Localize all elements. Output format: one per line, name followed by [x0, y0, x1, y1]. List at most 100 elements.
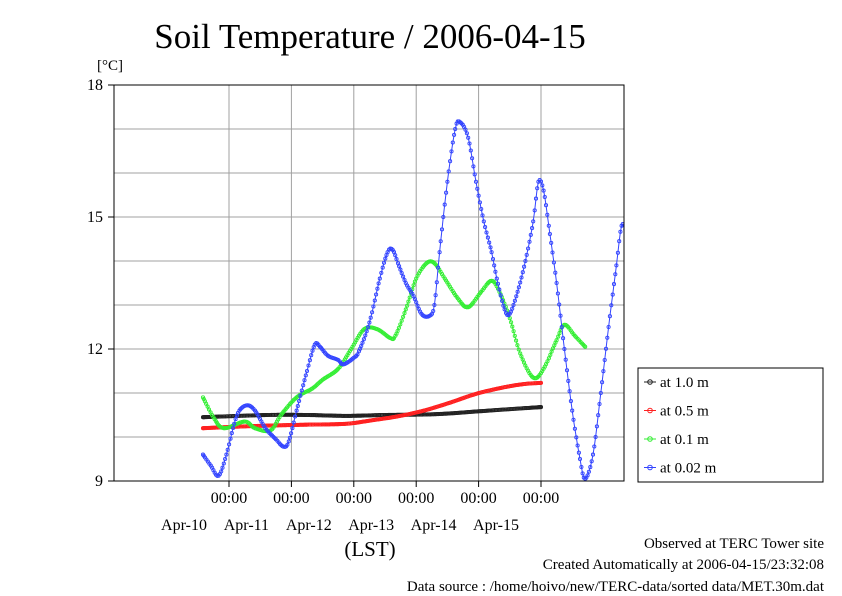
data-point [282, 423, 287, 428]
data-point [448, 159, 453, 164]
data-point [533, 196, 539, 201]
data-point [219, 469, 224, 474]
data-point [479, 206, 484, 212]
data-point [603, 346, 609, 351]
data-point [476, 193, 481, 198]
data-point [632, 261, 635, 264]
data-point [231, 425, 236, 431]
data-point [343, 413, 349, 418]
data-point [646, 356, 649, 359]
data-point [523, 258, 528, 264]
data-point [497, 287, 502, 292]
data-point [545, 212, 550, 217]
data-point [557, 302, 562, 307]
legend-label: at 0.02 m [660, 461, 717, 477]
data-point [463, 127, 468, 132]
data-point [438, 239, 443, 244]
data-point [611, 282, 617, 287]
data-point [545, 359, 550, 364]
data-point [510, 324, 515, 329]
data-point [553, 270, 558, 275]
data-series [200, 119, 649, 481]
footer-created-note: Created Automatically at 2006-04-15/23:3… [542, 557, 824, 573]
data-point [361, 337, 366, 342]
plot-area-frame [113, 84, 625, 482]
data-point [220, 465, 225, 470]
data-point [543, 203, 549, 208]
data-point [398, 322, 403, 327]
data-point [579, 464, 584, 470]
data-point [615, 250, 620, 255]
data-point [390, 337, 396, 342]
data-point [345, 413, 350, 418]
data-point [330, 413, 336, 418]
data-point [546, 356, 551, 361]
data-point [485, 235, 490, 240]
data-point [626, 237, 629, 240]
data-point [583, 344, 588, 349]
data-point [298, 393, 303, 398]
data-point [500, 298, 505, 303]
y-axis-unit-label: [°C] [97, 58, 123, 74]
data-point [317, 413, 323, 418]
data-point [376, 281, 381, 286]
data-point [637, 297, 640, 300]
data-point [374, 413, 379, 418]
data-point [602, 357, 607, 363]
data-point [316, 413, 321, 418]
axis-labels: 912151800:00Apr-1000:00Apr-1100:00Apr-12… [87, 77, 559, 534]
data-point [547, 231, 552, 237]
data-point [360, 340, 365, 345]
data-point [588, 465, 593, 470]
legend-label: at 0.1 m [660, 432, 709, 448]
data-point [625, 233, 628, 236]
data-point [555, 291, 560, 296]
data-point [571, 417, 576, 422]
data-point [436, 265, 441, 270]
data-point [285, 423, 290, 428]
data-point [432, 302, 437, 308]
data-point [464, 131, 469, 136]
data-point [303, 373, 308, 378]
x-tick-time-label: 00:00 [211, 490, 247, 507]
data-point [564, 368, 570, 373]
legend-label: at 1.0 m [660, 375, 709, 391]
x-tick-time-label: 00:00 [523, 490, 559, 507]
data-point [524, 406, 529, 411]
data-point [562, 346, 567, 352]
data-point [233, 417, 238, 422]
data-point [540, 183, 545, 188]
x-tick-date-label: Apr-13 [348, 517, 394, 534]
data-point [481, 219, 486, 224]
grid-lines [114, 85, 624, 481]
data-point [495, 281, 501, 286]
data-point [453, 126, 458, 132]
data-point [403, 307, 408, 312]
data-point [514, 294, 519, 299]
x-tick-time-label: 00:00 [273, 490, 309, 507]
data-point [589, 459, 594, 464]
data-point [601, 369, 606, 374]
data-point [613, 272, 618, 277]
data-point [600, 380, 605, 385]
data-point [302, 378, 307, 383]
data-point [334, 413, 339, 418]
data-point [289, 431, 294, 436]
data-point [442, 202, 447, 207]
legend-item: at 1.0 m [644, 375, 709, 391]
data-point [399, 318, 404, 323]
legend: at 1.0 m at 0.5 m at 0.1 m at 0.02 m [637, 367, 824, 483]
data-point [328, 422, 333, 427]
data-point [432, 412, 437, 417]
data-point [429, 412, 434, 417]
data-point [549, 240, 554, 245]
data-point [412, 297, 417, 302]
data-point [515, 289, 520, 294]
data-point [306, 412, 311, 418]
data-point [489, 250, 494, 255]
data-point [286, 439, 291, 444]
data-point [377, 276, 382, 281]
data-point [401, 314, 406, 319]
x-tick-date-label: Apr-10 [161, 517, 207, 534]
